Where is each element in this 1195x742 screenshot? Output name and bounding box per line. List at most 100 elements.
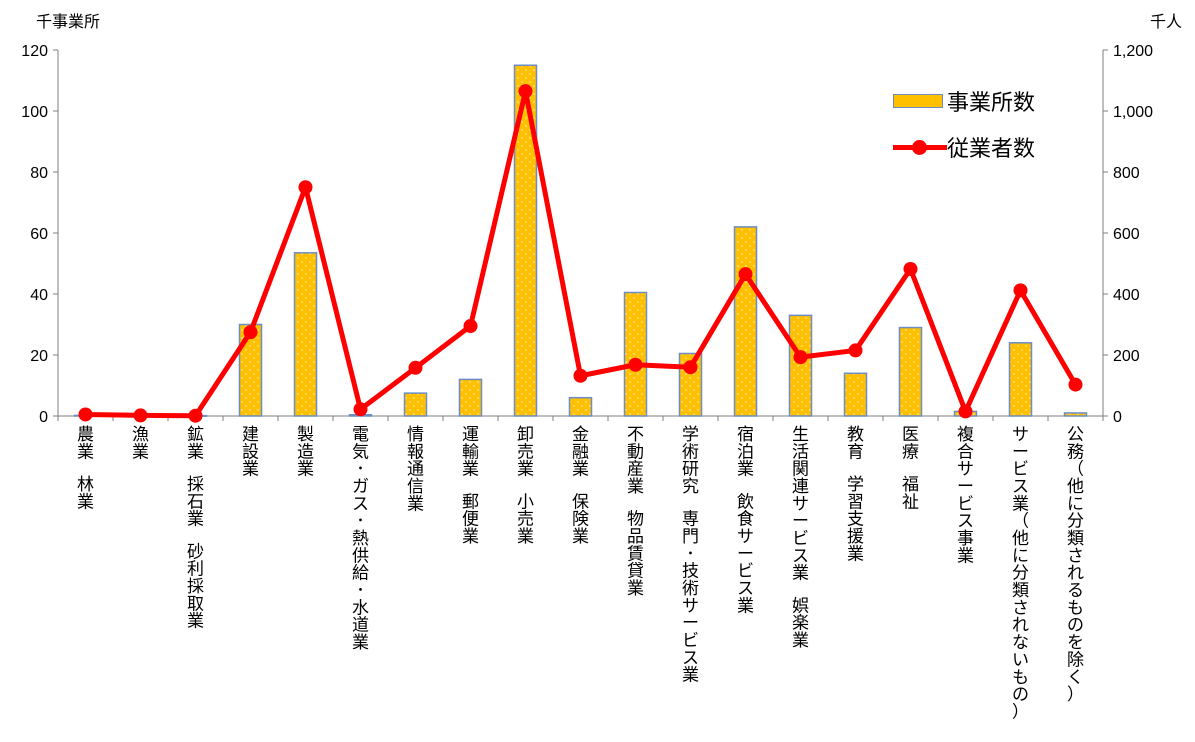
svg-text:ビ: ビ xyxy=(737,562,754,582)
line-point xyxy=(408,360,423,375)
line-series xyxy=(78,84,1083,423)
line-point xyxy=(298,180,313,195)
svg-text:農: 農 xyxy=(77,425,94,445)
svg-text:道: 道 xyxy=(352,616,369,636)
svg-text:業: 業 xyxy=(462,527,479,547)
svg-text:に: に xyxy=(1012,546,1029,566)
legend-line-swatch xyxy=(893,137,947,157)
svg-text:業: 業 xyxy=(572,460,589,480)
svg-text:製: 製 xyxy=(297,425,314,445)
svg-text:（: （ xyxy=(1067,460,1084,480)
svg-text:医: 医 xyxy=(902,425,919,445)
svg-text:に: に xyxy=(1067,494,1084,514)
svg-text:さ: さ xyxy=(1012,598,1029,618)
legend-label-line: 従業者数 xyxy=(947,137,1036,162)
svg-text:利: 利 xyxy=(187,560,204,580)
svg-text:療: 療 xyxy=(902,442,919,462)
svg-text:ー: ー xyxy=(737,544,754,564)
svg-text:ガ: ガ xyxy=(352,477,369,497)
svg-text:業: 業 xyxy=(297,460,314,480)
svg-text:）: ） xyxy=(1012,702,1029,722)
svg-text:サ: サ xyxy=(1012,425,1029,445)
left-tick-label: 20 xyxy=(30,348,48,365)
line-point xyxy=(1068,377,1083,392)
svg-text:･: ･ xyxy=(356,512,365,532)
line-point xyxy=(518,84,533,99)
left-tick-label: 60 xyxy=(30,226,48,243)
svg-text:業: 業 xyxy=(957,546,974,566)
svg-text:供: 供 xyxy=(352,546,369,566)
svg-text:援: 援 xyxy=(847,527,864,547)
bar xyxy=(733,226,758,417)
svg-text:取: 取 xyxy=(187,594,204,614)
right-tick-label: 800 xyxy=(1113,165,1140,182)
svg-text:な: な xyxy=(1012,633,1029,653)
svg-text:公: 公 xyxy=(1067,425,1084,445)
svg-text:娯: 娯 xyxy=(792,596,809,616)
bar xyxy=(1008,342,1033,417)
line-point xyxy=(683,360,698,375)
svg-text:･: ･ xyxy=(356,581,365,601)
legend: 事業所数 従業者数 xyxy=(893,78,1035,170)
right-axis-unit: 千人 xyxy=(1150,12,1183,31)
svg-text:業: 業 xyxy=(1012,494,1029,514)
svg-text:金: 金 xyxy=(572,425,589,445)
svg-text:食: 食 xyxy=(737,510,754,530)
axes: 0 20 40 60 80 100 120 0 200 400 600 800 1,000 1,200 xyxy=(21,43,1153,426)
svg-text:水: 水 xyxy=(352,598,369,618)
svg-text:務: 務 xyxy=(1067,442,1084,462)
right-tick-label: 1,200 xyxy=(1113,43,1153,60)
svg-text:く: く xyxy=(1067,668,1084,688)
svg-text:ス: ス xyxy=(352,494,369,514)
svg-text:サ: サ xyxy=(737,527,754,547)
bar xyxy=(843,372,868,417)
svg-text:林: 林 xyxy=(77,475,94,495)
svg-text:る: る xyxy=(1067,581,1084,601)
svg-text:業: 業 xyxy=(77,442,94,462)
svg-text:保: 保 xyxy=(572,492,589,512)
svg-text:を: を xyxy=(1067,633,1084,653)
svg-text:産: 産 xyxy=(627,460,644,480)
left-tick-label: 40 xyxy=(30,287,48,304)
svg-text:建: 建 xyxy=(242,425,259,445)
bar xyxy=(1063,412,1088,417)
svg-text:売: 売 xyxy=(517,442,534,462)
svg-text:専: 専 xyxy=(682,510,699,530)
legend-bar-swatch xyxy=(893,94,943,108)
svg-text:動: 動 xyxy=(627,442,644,462)
svg-text:門: 門 xyxy=(682,527,699,547)
svg-text:連: 連 xyxy=(792,477,809,497)
svg-text:術: 術 xyxy=(682,579,699,599)
line-point xyxy=(243,325,258,340)
bar xyxy=(238,323,263,417)
svg-text:品: 品 xyxy=(627,527,644,547)
svg-text:業: 業 xyxy=(792,631,809,651)
svg-text:業: 業 xyxy=(242,460,259,480)
svg-text:貸: 貸 xyxy=(627,562,644,582)
svg-text:ビ: ビ xyxy=(792,529,809,549)
svg-text:不: 不 xyxy=(627,425,644,445)
line-point xyxy=(738,267,753,282)
svg-text:ス: ス xyxy=(792,546,809,566)
svg-text:業: 業 xyxy=(737,596,754,616)
category-label: 製造業 xyxy=(297,425,314,480)
svg-text:ー: ー xyxy=(792,512,809,532)
bar xyxy=(293,252,318,417)
legend-item-line: 従業者数 xyxy=(893,124,1035,170)
svg-text:電: 電 xyxy=(352,425,369,445)
svg-text:除: 除 xyxy=(1067,650,1084,670)
svg-text:賃: 賃 xyxy=(627,544,644,564)
svg-text:）: ） xyxy=(1067,685,1084,705)
category-label: 漁業 xyxy=(132,425,149,462)
left-tick-label: 100 xyxy=(21,104,48,121)
svg-text:究: 究 xyxy=(682,477,699,497)
